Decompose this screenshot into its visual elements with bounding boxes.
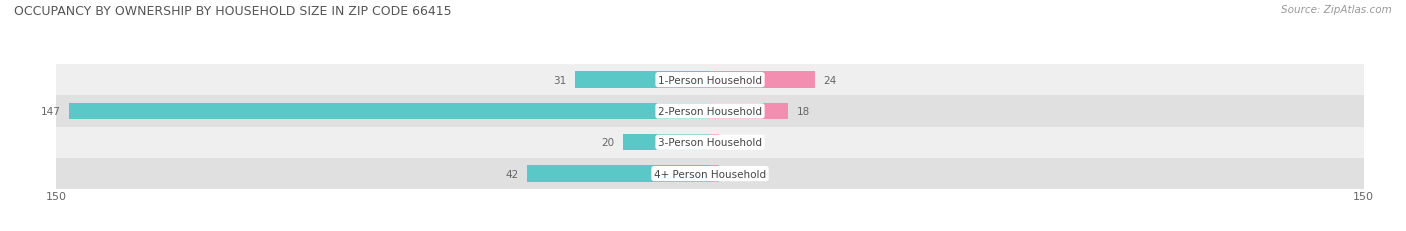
- Text: 2-Person Household: 2-Person Household: [658, 106, 762, 116]
- Bar: [527, 166, 710, 182]
- Bar: [710, 134, 718, 151]
- Bar: [56, 127, 1364, 158]
- Text: 2: 2: [727, 169, 734, 179]
- Text: 20: 20: [600, 138, 614, 148]
- Text: 31: 31: [553, 75, 567, 85]
- Text: 42: 42: [505, 169, 519, 179]
- Text: 1-Person Household: 1-Person Household: [658, 75, 762, 85]
- Bar: [623, 134, 710, 151]
- Bar: [56, 96, 1364, 127]
- Text: 24: 24: [824, 75, 837, 85]
- Bar: [710, 166, 718, 182]
- Bar: [56, 65, 1364, 96]
- Bar: [710, 72, 814, 88]
- Text: Source: ZipAtlas.com: Source: ZipAtlas.com: [1281, 5, 1392, 15]
- Text: OCCUPANCY BY OWNERSHIP BY HOUSEHOLD SIZE IN ZIP CODE 66415: OCCUPANCY BY OWNERSHIP BY HOUSEHOLD SIZE…: [14, 5, 451, 18]
- Bar: [56, 158, 1364, 189]
- Bar: [575, 72, 710, 88]
- Text: 3-Person Household: 3-Person Household: [658, 138, 762, 148]
- Text: 4+ Person Household: 4+ Person Household: [654, 169, 766, 179]
- Text: 147: 147: [41, 106, 60, 116]
- Text: 2: 2: [727, 138, 734, 148]
- Bar: [710, 103, 789, 120]
- Text: 18: 18: [797, 106, 810, 116]
- Bar: [69, 103, 710, 120]
